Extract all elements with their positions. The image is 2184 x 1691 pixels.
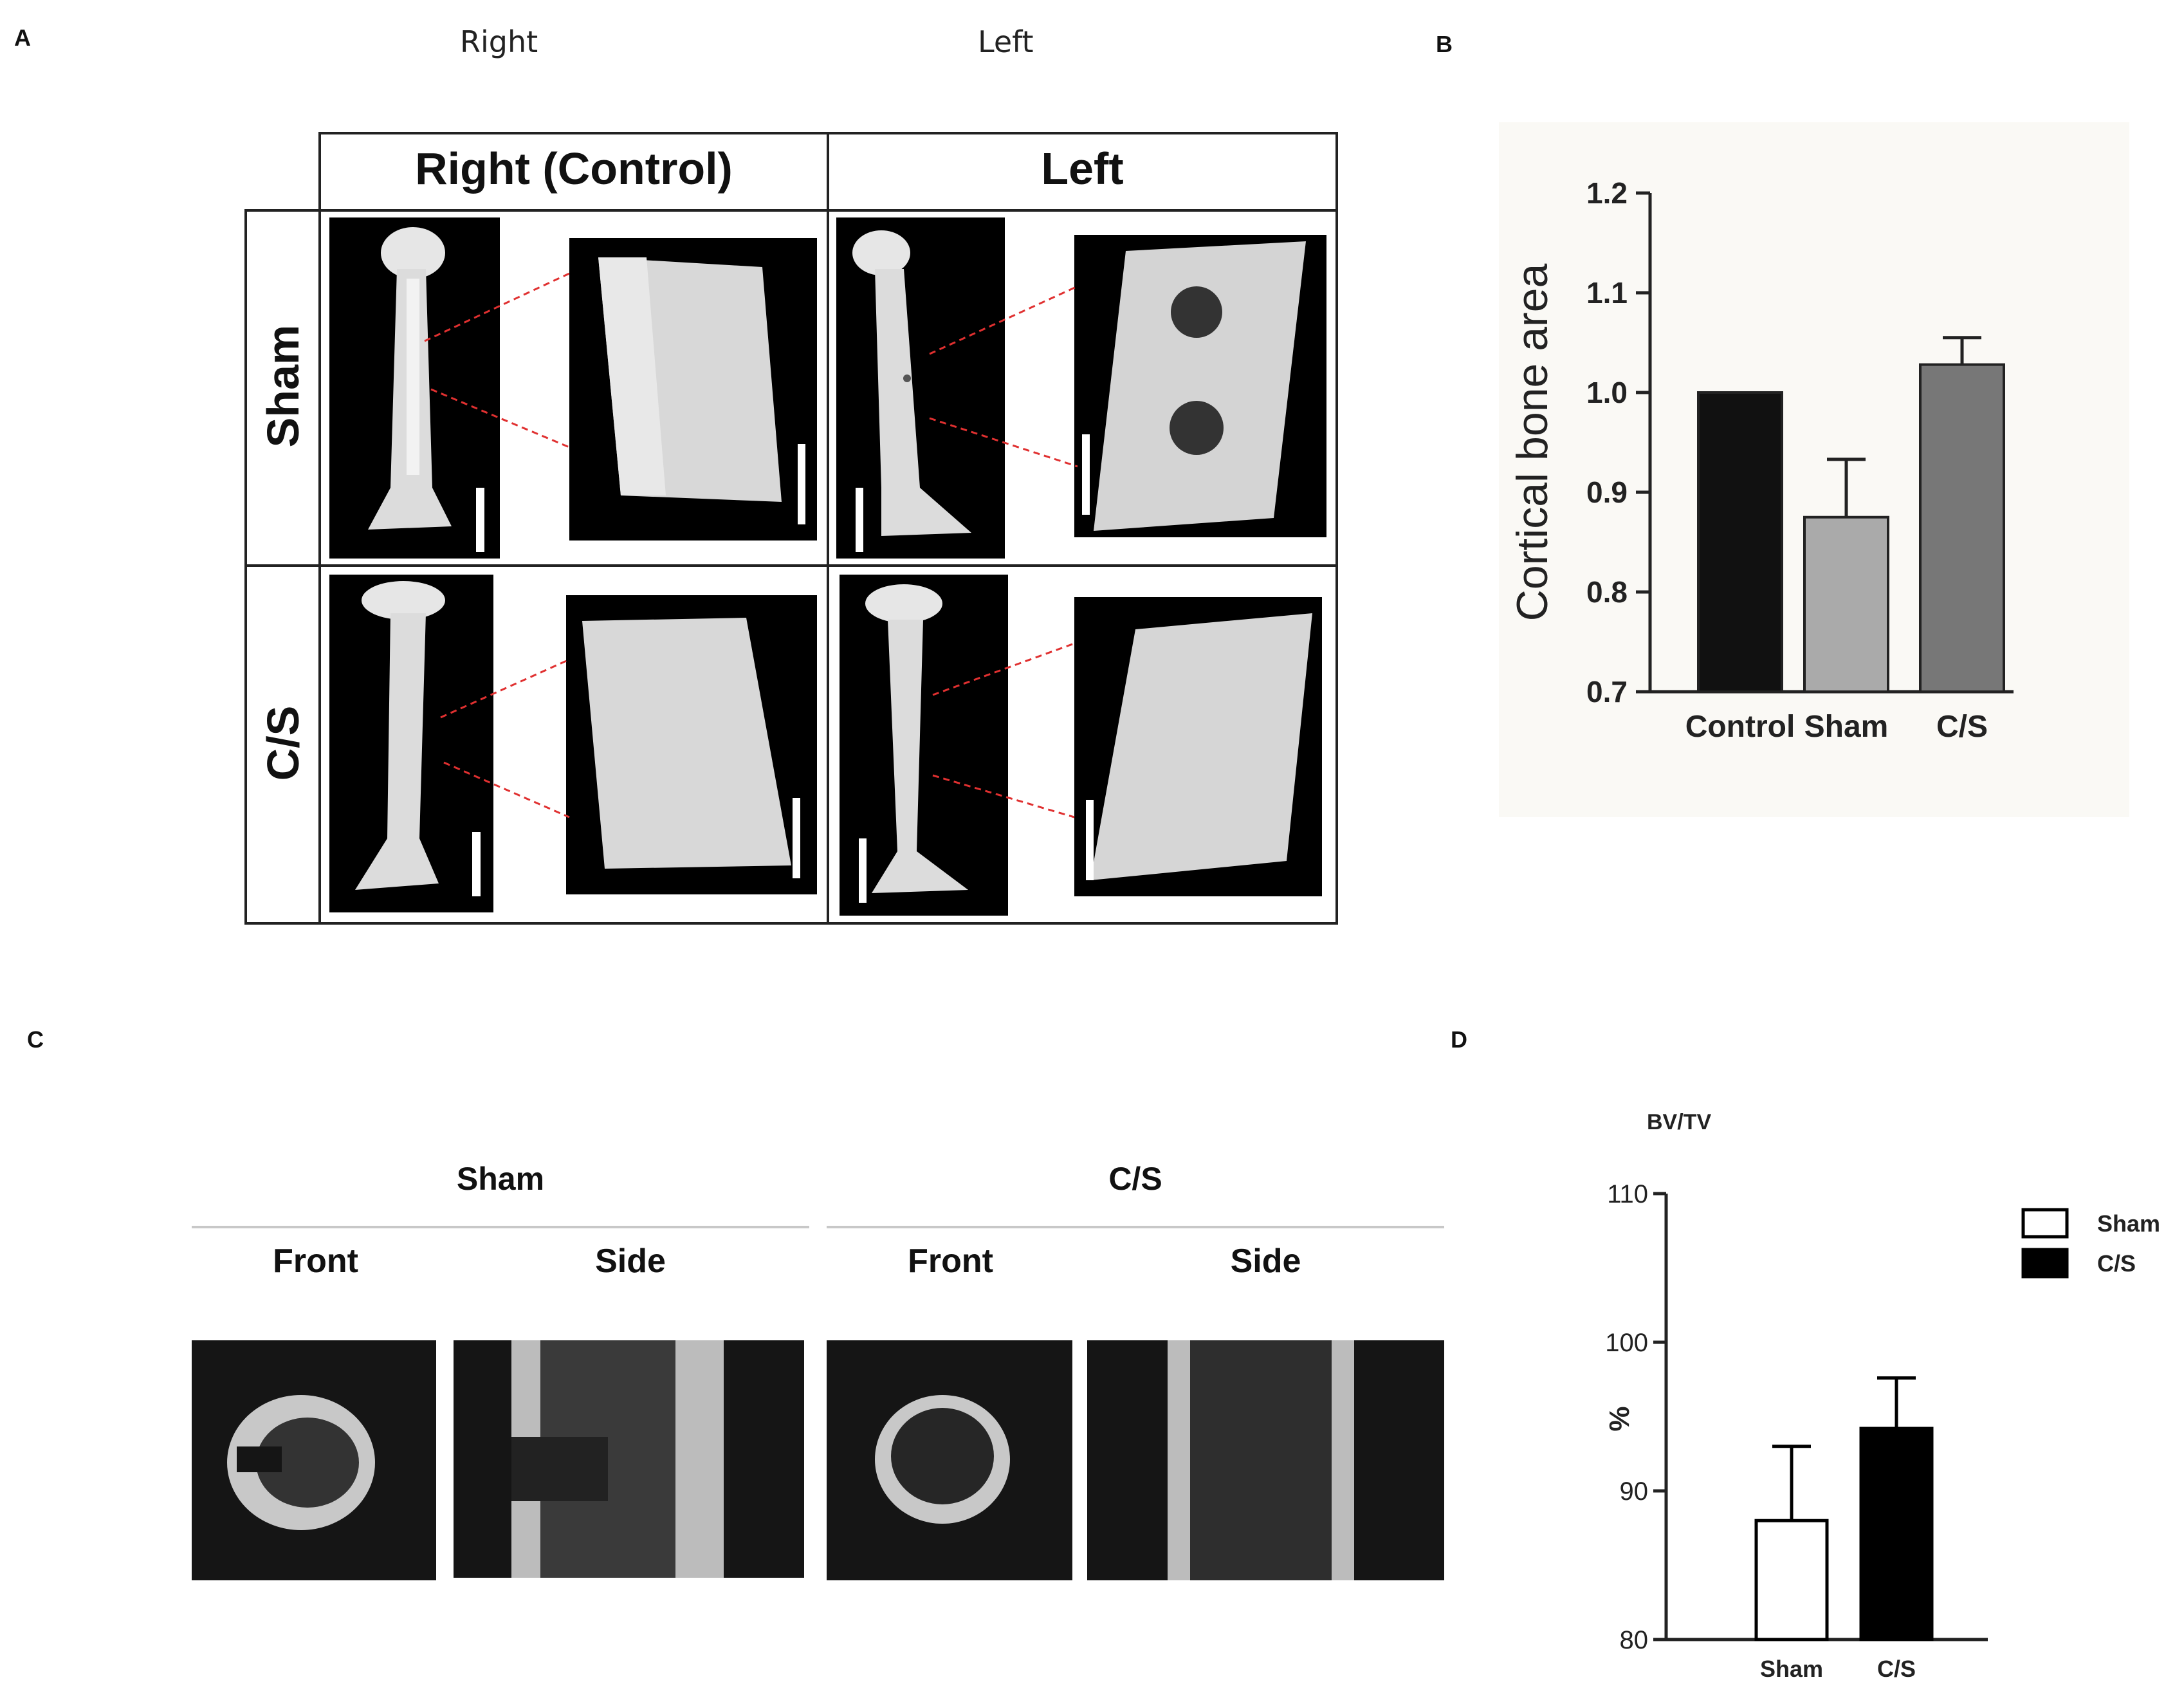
top-label-left: Left — [978, 24, 1034, 59]
x-tick-label-0: Control — [1685, 710, 1795, 744]
ct-section-cs-left — [1074, 597, 1322, 896]
y-tick-label-1: 90 — [1620, 1477, 1649, 1506]
chart-d: BV/TV 80 90 100 110% Sham C/S Sham C/S — [1604, 1110, 2160, 1682]
ct-femur-cs-left — [840, 575, 1008, 916]
view-label-cs-front: Front — [908, 1243, 993, 1280]
group-divider-sham — [192, 1226, 809, 1228]
zoom-lines-cs-left — [932, 642, 1075, 818]
ct-section-sham-right — [569, 238, 817, 541]
panel-b-letter: B — [1436, 31, 1453, 57]
x-tick-label-0: Sham — [1760, 1656, 1823, 1682]
y-tick-label-2: 100 — [1605, 1329, 1648, 1357]
legend-swatch-1 — [2021, 1248, 2069, 1279]
ct-femur-sham-right — [329, 217, 500, 559]
panel-d-letter: D — [1451, 1026, 1467, 1053]
chart-b: 0.7 0.8 0.9 1.0 1.1 1.2 Cortical bone area Cont… — [1508, 176, 2014, 744]
legend-label-0: Sham — [2097, 1210, 2160, 1237]
chart-b-background — [1499, 122, 2129, 817]
group-header-cs: C/S — [1108, 1161, 1162, 1197]
y-axis-label: Cortical bone area — [1508, 263, 1557, 621]
y-axis-label: % — [1604, 1406, 1635, 1431]
bar-1 — [1859, 1427, 1934, 1641]
panel-a-letter: A — [14, 24, 31, 51]
microct-cs-side — [1087, 1340, 1444, 1580]
zoom-lines-cs-right — [440, 658, 570, 818]
bar-0 — [1697, 391, 1783, 693]
group-divider-cs — [827, 1226, 1444, 1228]
y-tick-label-5: 1.2 — [1586, 176, 1628, 210]
x-tick-label-2: C/S — [1936, 710, 1988, 744]
ct-femur-cs-right — [329, 575, 493, 912]
top-label-right: Right — [460, 24, 538, 59]
microct-cs-front — [827, 1340, 1072, 1580]
y-tick-label-1: 0.8 — [1586, 575, 1628, 609]
y-tick-label-3: 1.0 — [1586, 376, 1628, 409]
col-header-right-control: Right (Control) — [415, 143, 733, 194]
col-header-left: Left — [1041, 143, 1124, 194]
ct-section-cs-right — [566, 595, 817, 894]
x-tick-label-1: Sham — [1804, 710, 1889, 744]
chart-title: BV/TV — [1647, 1110, 1711, 1134]
legend-swatch-0 — [2021, 1208, 2069, 1239]
row-label-cs: C/S — [258, 705, 308, 781]
microct-sham-front — [192, 1340, 436, 1580]
y-tick-label-0: 80 — [1620, 1626, 1649, 1654]
y-tick-label-0: 0.7 — [1586, 675, 1628, 708]
group-header-sham: Sham — [456, 1161, 545, 1197]
view-label-sham-front: Front — [273, 1243, 358, 1280]
y-tick-label-2: 0.9 — [1586, 476, 1628, 509]
panel-c-letter: C — [27, 1026, 44, 1053]
bar-1 — [1803, 515, 1889, 693]
bar-0 — [1754, 1519, 1829, 1641]
y-tick-label-3: 110 — [1607, 1180, 1648, 1208]
y-tick-label-4: 1.1 — [1586, 276, 1628, 310]
view-label-sham-side: Side — [595, 1243, 666, 1280]
microct-sham-side — [454, 1340, 804, 1578]
legend-label-1: C/S — [2097, 1250, 2136, 1277]
bar-2 — [1919, 363, 2005, 693]
x-tick-label-1: C/S — [1877, 1656, 1916, 1682]
row-label-sham: Sham — [258, 324, 308, 448]
ct-femur-sham-left — [836, 217, 1005, 559]
zoom-lines-sham-left — [929, 285, 1078, 468]
view-label-cs-side: Side — [1230, 1243, 1301, 1280]
ct-section-sham-left — [1074, 235, 1326, 537]
zoom-lines-sham-right — [424, 272, 570, 448]
